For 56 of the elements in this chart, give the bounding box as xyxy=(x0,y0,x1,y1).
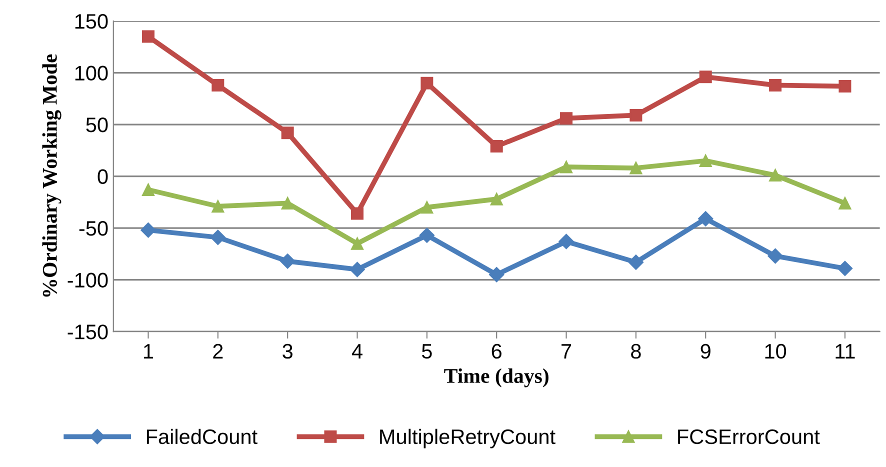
point xyxy=(838,196,852,210)
point xyxy=(699,154,712,168)
point xyxy=(420,76,434,90)
x-tick-label: 11 xyxy=(836,344,855,358)
x-axis-title: Time (days) xyxy=(444,368,548,388)
point xyxy=(210,230,226,245)
point xyxy=(490,192,503,206)
point xyxy=(698,211,714,226)
y-tick-label: -100 xyxy=(68,272,108,288)
point xyxy=(419,228,434,243)
point xyxy=(837,260,853,276)
y-tick-label: 50 xyxy=(86,118,108,132)
point xyxy=(281,126,294,140)
x-tick-label: 1 xyxy=(144,344,154,358)
x-tick-label: 3 xyxy=(282,344,292,359)
x-tick-label: 2 xyxy=(213,344,223,358)
point xyxy=(838,80,852,92)
x-tick-label: 5 xyxy=(422,344,432,359)
point xyxy=(768,248,783,264)
point xyxy=(142,30,154,43)
y-tick-label: 0 xyxy=(98,169,108,184)
point xyxy=(769,78,782,92)
legend-label: MultipleRetryCount xyxy=(380,428,556,448)
y-axis-title: %Ordinary Working Mode xyxy=(42,54,62,297)
y-tick-label: -50 xyxy=(79,221,108,236)
legend-label: FailedCount xyxy=(146,428,258,444)
point xyxy=(560,112,573,125)
x-tick-label: 9 xyxy=(700,344,710,359)
y-tick-label: 100 xyxy=(75,66,108,81)
point xyxy=(769,169,782,182)
point xyxy=(628,254,644,270)
point xyxy=(142,184,154,196)
x-tick-label: 4 xyxy=(352,344,362,358)
point xyxy=(281,196,294,210)
x-tick-label: 10 xyxy=(765,344,786,359)
y-tick-label: 150 xyxy=(75,14,108,29)
x-tick-label: 8 xyxy=(631,344,641,359)
point xyxy=(351,237,364,250)
point xyxy=(630,108,642,122)
point xyxy=(489,267,504,282)
point xyxy=(558,234,574,250)
point xyxy=(560,160,573,174)
point xyxy=(280,254,296,269)
x-tick-label: 7 xyxy=(562,344,572,358)
point xyxy=(140,222,156,238)
point xyxy=(490,140,503,153)
point xyxy=(630,162,642,174)
point xyxy=(212,200,224,213)
point xyxy=(212,78,224,92)
point xyxy=(420,201,434,214)
y-tick-label: -150 xyxy=(68,324,108,340)
point xyxy=(699,70,712,84)
legend-label: FCSErrorCount xyxy=(678,429,820,444)
point xyxy=(351,207,364,220)
point xyxy=(350,262,365,278)
x-tick-label: 6 xyxy=(492,344,502,359)
